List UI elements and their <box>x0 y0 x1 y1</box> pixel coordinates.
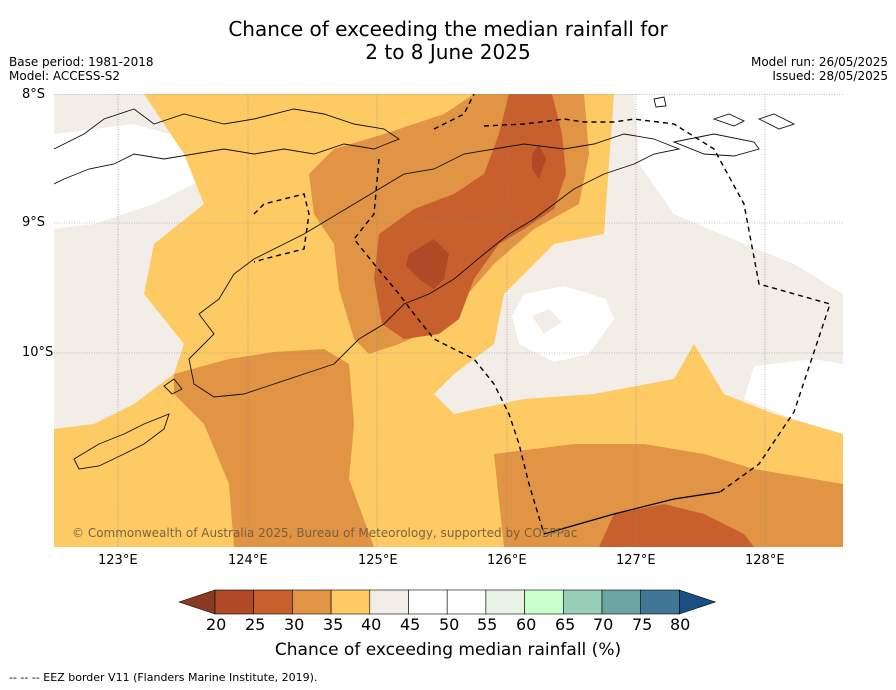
colorbar-tick-55: 55 <box>477 615 498 634</box>
colorbar-segment-10 <box>601 589 642 615</box>
colorbar-title: Chance of exceeding median rainfall (%) <box>274 640 622 660</box>
colorbar-tick-60: 60 <box>516 615 537 634</box>
colorbar-segment-9 <box>562 589 603 615</box>
colorbar-segment-5 <box>408 589 448 615</box>
lon-label-127e: 127°E <box>616 553 656 568</box>
region-45-55-northwest <box>54 124 214 229</box>
issued-date: Issued: 28/05/2025 <box>772 69 888 83</box>
lat-label-10s: 10°S <box>22 345 54 360</box>
region-20-25-core <box>406 239 449 289</box>
lon-label-128e: 128°E <box>745 553 785 568</box>
map-title-line2: 2 to 8 June 2025 <box>365 40 531 64</box>
metadata-right: Model run: 26/05/2025 Issued: 28/05/2025 <box>751 55 888 83</box>
lat-label-8s: 8°S <box>22 87 46 102</box>
eez-legend-note: -- -- -- EEZ border V11 (Flanders Marine… <box>9 671 318 684</box>
colorbar-tick-70: 70 <box>593 615 614 634</box>
colorbar-tick-65: 65 <box>555 615 576 634</box>
region-45-55-small <box>532 309 562 334</box>
model-run: Model run: 26/05/2025 <box>750 55 888 69</box>
colorbar-segment-0 <box>214 589 255 615</box>
region-45-55-southeast <box>744 359 843 434</box>
region-45-55-center <box>512 286 614 362</box>
colorbar-segment-11 <box>640 589 680 615</box>
coastline-small-island-3 <box>653 96 667 108</box>
coastline-semau <box>163 378 183 395</box>
colorbar-tick-35: 35 <box>323 615 344 634</box>
colorbar-tick-50: 50 <box>439 615 460 634</box>
colorbar-segment-3 <box>330 589 371 615</box>
colorbar-segment-7 <box>485 589 525 615</box>
coastline-alor-east <box>672 133 760 157</box>
border-solid <box>543 491 721 535</box>
coastline-small-island-1 <box>712 113 746 127</box>
colorbar-tick-75: 75 <box>632 615 653 634</box>
region-30-35-west <box>174 349 374 547</box>
lat-label-9s: 9°S <box>22 215 46 230</box>
lon-label-125e: 125°E <box>358 553 398 568</box>
colorbar-segment-4 <box>369 589 409 615</box>
colorbar-under-arrow <box>178 589 216 615</box>
map-title-line1: Chance of exceeding the median rainfall … <box>228 17 668 41</box>
metadata-left: Base period: 1981-2018 Model: ACCESS-S2 <box>9 55 154 83</box>
rainfall-map <box>54 94 843 547</box>
map-title: Chance of exceeding the median rainfall … <box>0 18 896 64</box>
copyright-notice: © Commonwealth of Australia 2025, Bureau… <box>72 526 578 540</box>
lon-label-124e: 124°E <box>228 553 268 568</box>
coastlines <box>54 96 796 470</box>
colorbar <box>178 589 717 615</box>
region-20-25-north <box>532 144 546 179</box>
coastline-timor <box>188 133 681 398</box>
coastline-north-islands <box>54 108 400 185</box>
coastline-rote <box>73 413 170 470</box>
colorbar-segment-8 <box>524 589 564 615</box>
region-25-30-south <box>599 504 754 547</box>
colorbar-tick-30: 30 <box>284 615 305 634</box>
colorbar-over-arrow <box>679 589 717 615</box>
colorbar-segment-1 <box>253 589 293 615</box>
colorbar-tick-80: 80 <box>670 615 691 634</box>
colorbar-segment-6 <box>446 589 487 615</box>
eez-border <box>253 94 831 535</box>
colorbar-segment-2 <box>292 589 332 615</box>
gridlines <box>54 94 843 547</box>
coastline-small-island-2 <box>757 113 796 130</box>
model-name: Model: ACCESS-S2 <box>9 69 121 83</box>
colorbar-tick-25: 25 <box>245 615 266 634</box>
colorbar-tick-40: 40 <box>361 615 382 634</box>
lon-label-126e: 126°E <box>487 553 527 568</box>
colorbar-tick-20: 20 <box>206 615 227 634</box>
region-30-35-south <box>494 444 843 547</box>
base-period: Base period: 1981-2018 <box>9 55 154 69</box>
colorbar-tick-45: 45 <box>400 615 421 634</box>
lon-label-123e: 123°E <box>98 553 138 568</box>
